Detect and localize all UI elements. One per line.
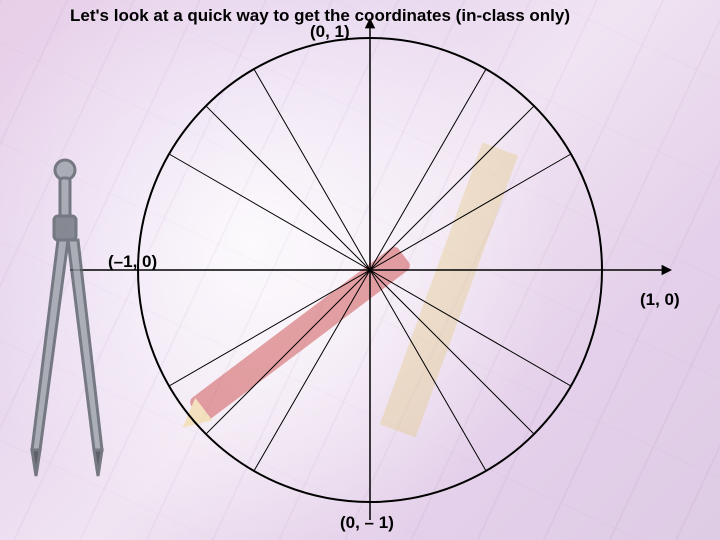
label-top: (0, 1) (310, 22, 350, 42)
compass-icon (10, 150, 120, 480)
label-left: (–1, 0) (108, 252, 157, 272)
label-right: (1, 0) (640, 290, 680, 310)
slide: Let's look at a quick way to get the coo… (0, 0, 720, 540)
label-bottom: (0, – 1) (340, 513, 394, 533)
